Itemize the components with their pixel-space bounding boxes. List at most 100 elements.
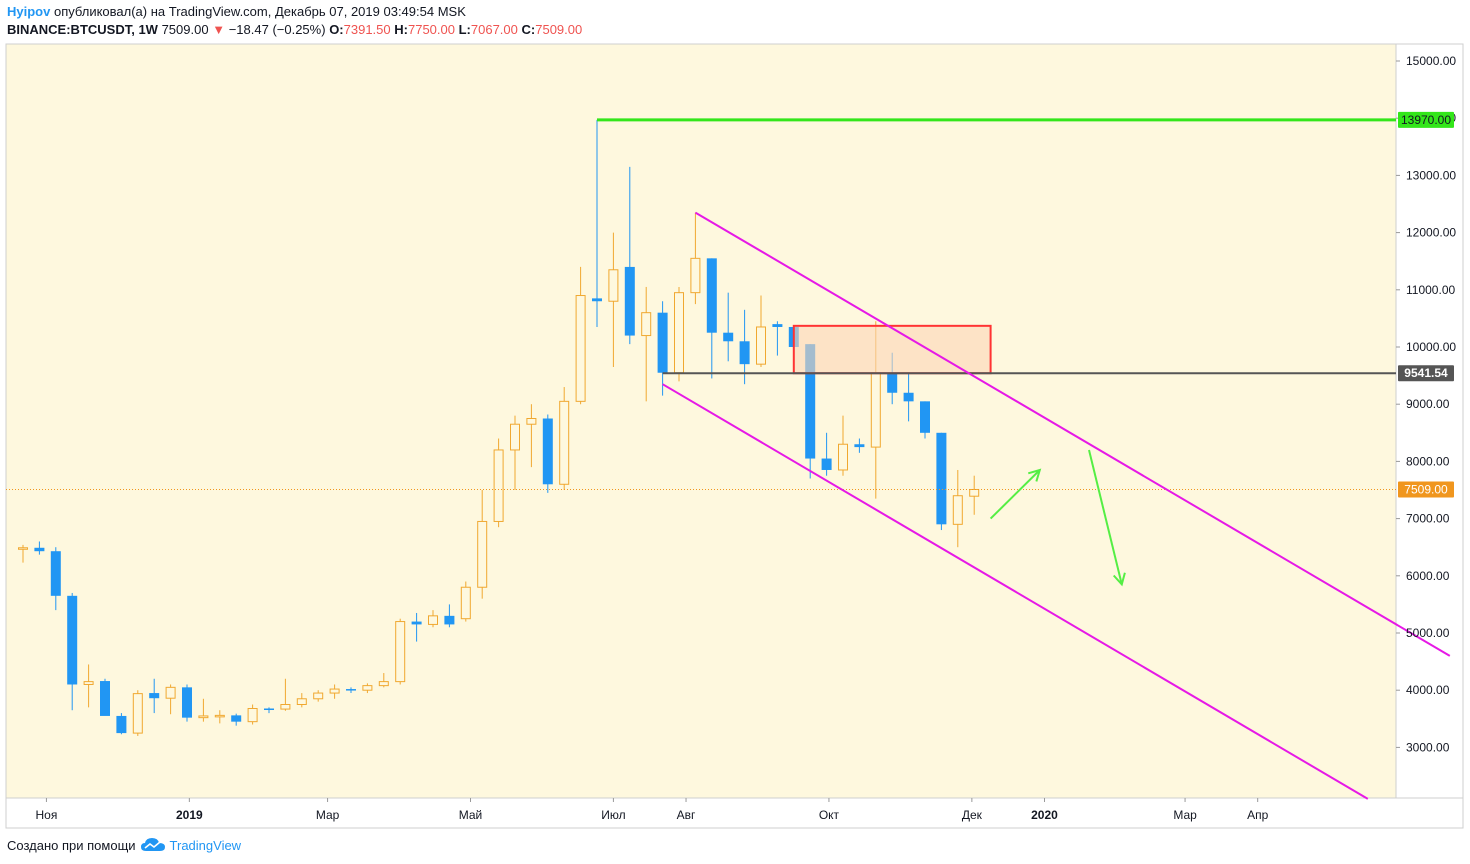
x-tick-label: 2020 (1031, 808, 1058, 822)
candle-body (854, 444, 865, 448)
candle (756, 295, 766, 368)
chart-header: Hyipov опубликовал(а) на TradingView.com… (0, 0, 1470, 42)
candle-body (756, 326, 766, 365)
candle-body (477, 520, 488, 588)
candle-body (34, 547, 45, 552)
candle (100, 678, 110, 716)
candle-body (346, 689, 356, 691)
candle (247, 704, 258, 725)
x-tick-label: Окт (819, 808, 840, 822)
high-label: H: (394, 22, 408, 37)
candle-body (329, 688, 340, 694)
candle (624, 166, 635, 345)
published-text: опубликовал(а) на TradingView.com, Декаб… (53, 4, 466, 19)
y-tick-label: 11000.00 (1406, 283, 1455, 297)
price-axis[interactable] (1395, 43, 1464, 799)
candle-body (116, 715, 127, 734)
candle (838, 415, 848, 476)
arrow-shaft (989, 469, 1041, 520)
channel-lower-line (662, 383, 1369, 800)
candle (706, 258, 717, 379)
candle-body (821, 458, 832, 470)
y-tick-label: 12000.00 (1406, 226, 1456, 240)
arrow-head (1112, 572, 1126, 587)
forecast-arrow (989, 468, 1042, 520)
candle (116, 713, 127, 735)
candle-body (444, 615, 455, 625)
price-badge-label: 7509.00 (1404, 482, 1448, 496)
supply-zone (792, 324, 992, 375)
candle (723, 292, 734, 362)
candle (969, 475, 980, 515)
candle-body (559, 400, 570, 485)
candle-body (296, 698, 307, 706)
candle (165, 684, 176, 715)
candle-body (870, 372, 881, 448)
close-value: 7509.00 (535, 22, 583, 37)
candle-body (50, 551, 61, 596)
y-tick-label: 13000.00 (1406, 168, 1456, 182)
candle-body (67, 595, 78, 685)
candle (50, 547, 61, 611)
candle (854, 438, 865, 453)
footer: Создано при помощи TradingView (7, 837, 241, 853)
candle-body (608, 269, 619, 302)
open-label: O: (329, 22, 344, 37)
candle-body (920, 401, 930, 433)
brand-name[interactable]: TradingView (169, 837, 242, 853)
candle-body (83, 681, 94, 685)
arrow-shaft (1088, 449, 1123, 585)
candle-body (969, 488, 980, 497)
candle (329, 684, 340, 699)
x-tick-label: Авг (677, 808, 696, 822)
candle-body (510, 423, 520, 451)
price-badge: 7509.00 (1398, 481, 1454, 498)
change-value: −18.47 (−0.25%) (228, 22, 326, 37)
y-tick-label: 10000.00 (1406, 340, 1456, 354)
candle (132, 690, 143, 736)
time-axis[interactable] (5, 797, 1464, 829)
author-name[interactable]: Hyipov (7, 4, 51, 19)
candle-body (247, 708, 258, 723)
candle-body (460, 586, 471, 620)
candle-body (805, 344, 816, 459)
y-tick-label: 5000.00 (1406, 626, 1450, 640)
candle (510, 415, 520, 490)
candle (592, 119, 602, 327)
candle-body (723, 332, 734, 342)
candle-body (674, 292, 684, 374)
candle (460, 581, 471, 622)
candle-body (493, 449, 504, 522)
y-tick-label: 8000.00 (1406, 454, 1450, 468)
candle-body (100, 681, 110, 716)
x-tick-label: Май (459, 808, 483, 822)
candle-body (18, 547, 28, 550)
channel-upper-line (694, 211, 1451, 657)
price-badge-bg (1398, 365, 1454, 382)
candle-body (395, 621, 406, 683)
plot-area[interactable] (5, 43, 1397, 799)
candle (690, 212, 701, 305)
candle-body (641, 312, 652, 337)
x-tick-label: Июл (601, 808, 625, 822)
price-badge-label: 13970.00 (1401, 113, 1451, 127)
y-tick-label: 3000.00 (1406, 740, 1450, 754)
y-tick-label: 15000.00 (1406, 54, 1456, 68)
candle (362, 683, 373, 694)
candle-body (165, 686, 176, 699)
candle (428, 610, 438, 628)
candle-body (592, 298, 602, 302)
candle-body (149, 693, 160, 699)
candle (411, 612, 422, 642)
last-price-value: 7509.00 (161, 22, 209, 37)
candle (903, 372, 914, 422)
candle-body (903, 392, 914, 402)
price-badges: 13970.00 9541.54 7509.00 (1398, 111, 1454, 498)
candle (231, 713, 242, 726)
candle (641, 286, 652, 402)
arrow-head (1027, 468, 1042, 482)
y-tick-label: 6000.00 (1406, 569, 1450, 583)
candle (444, 604, 455, 628)
price-badge-bg (1398, 481, 1454, 498)
